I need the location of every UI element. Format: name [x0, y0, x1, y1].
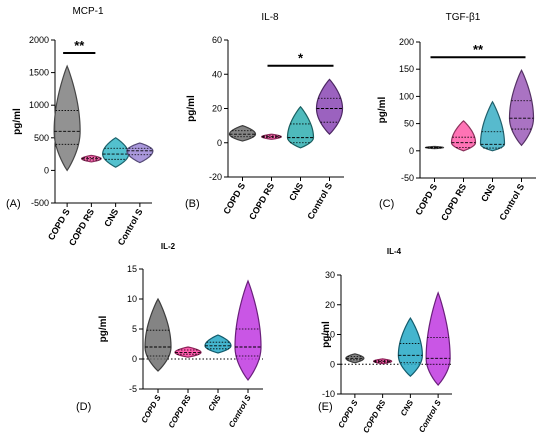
violin-copd-rs	[450, 120, 477, 152]
violin-control-s	[126, 142, 154, 164]
y-tick-label: 500	[34, 133, 49, 143]
chart-panel-5: IL-4 -10 0 10 20 30 pg/ml COPD S COPD RS CNS Contr…	[318, 247, 452, 435]
y-tick-label: 10	[127, 294, 137, 304]
chart-title: IL-2	[161, 242, 176, 251]
y-axis-label: pg/ml	[98, 315, 109, 342]
panel-label: (A)	[6, 198, 21, 210]
y-tick-label: 0	[44, 165, 49, 175]
category-label: COPD RS	[247, 181, 276, 222]
violin-cns	[286, 105, 315, 149]
violin-control-s	[508, 68, 535, 147]
category-label: COPD RS	[439, 182, 468, 223]
panel-label: (C)	[379, 198, 394, 210]
y-tick-label: 20	[325, 300, 335, 310]
y-tick-label: 0	[409, 146, 414, 156]
y-tick-label: -20	[209, 172, 222, 182]
category-label: Control S	[227, 393, 253, 429]
category-label: CNS	[206, 393, 223, 413]
y-tick-label: 5	[132, 324, 137, 334]
y-tick-label: 50	[404, 119, 414, 129]
chart-panel-3: TGF-β1 -50 0 50 100 150 200 pg/ml COPD S COPD RS C…	[377, 12, 536, 223]
violin-cns	[102, 137, 130, 168]
y-axis-label: pg/ml	[186, 95, 197, 122]
y-tick-label: 10	[325, 330, 335, 340]
category-label: Control S	[116, 207, 145, 247]
y-tick-label: 150	[399, 64, 414, 74]
y-tick-label: 2000	[29, 35, 49, 45]
panel-label: (B)	[185, 198, 200, 210]
violin-cns	[479, 100, 506, 152]
category-label: CNS	[102, 207, 120, 228]
violin-control-s	[315, 78, 344, 136]
y-tick-label: 0	[330, 359, 335, 369]
y-tick-label: 200	[399, 37, 414, 47]
y-tick-label: 0	[217, 138, 222, 148]
chart-title: IL-4	[387, 247, 402, 256]
chart-panel-2: IL-8 -20 0 20 40 60 pg/ml COPD S COPD RS CNS Contr…	[185, 12, 344, 222]
violin-cns	[397, 317, 423, 377]
chart-title: MCP-1	[72, 6, 104, 17]
y-axis-label: pg/ml	[12, 108, 23, 135]
violin-copd-s	[144, 297, 172, 372]
category-label: Control S	[305, 181, 334, 221]
y-tick-label: -50	[401, 173, 414, 183]
category-label: COPD S	[336, 398, 359, 430]
violin-control-s	[425, 291, 451, 387]
panel-label: (D)	[76, 401, 91, 413]
violin-copd-s	[228, 124, 257, 142]
significance-label: **	[473, 42, 484, 57]
category-label: COPD S	[46, 207, 72, 242]
category-label: COPD RS	[67, 207, 96, 248]
chart-panel-4: IL-2 -5 0 5 10 15 pg/ml COPD S COPD RS CNS Control…	[76, 242, 263, 430]
chart-title: TGF-β1	[446, 12, 481, 23]
y-tick-label: 40	[212, 69, 222, 79]
y-tick-label: -500	[31, 198, 49, 208]
category-label: CNS	[399, 398, 416, 418]
y-tick-label: 30	[325, 270, 335, 280]
category-label: COPD S	[140, 393, 163, 425]
y-tick-label: 15	[127, 264, 137, 274]
violin-control-s	[234, 279, 262, 382]
violin-cns	[204, 334, 232, 354]
y-tick-label: 0	[132, 354, 137, 364]
panel-label: (E)	[318, 401, 333, 413]
y-tick-label: 60	[212, 35, 222, 45]
violin-copd-s	[53, 64, 81, 172]
chart-panel-1: MCP-1 -500 0 500 1000 1500 2000 pg/ml COPD SCOPD…	[6, 6, 154, 248]
category-label: COPD RS	[167, 393, 193, 430]
category-label: Control S	[497, 182, 526, 222]
violin-copd-rs	[174, 346, 202, 358]
y-tick-label: -10	[322, 389, 335, 399]
y-tick-label: 1000	[29, 100, 49, 110]
category-label: COPD S	[413, 182, 439, 217]
y-tick-label: 1500	[29, 68, 49, 78]
y-axis-label: pg/ml	[377, 96, 388, 123]
category-label: CNS	[287, 181, 305, 202]
y-tick-label: -5	[129, 384, 137, 394]
category-label: COPD S	[221, 181, 247, 216]
category-label: Control S	[417, 398, 443, 434]
significance-label: **	[74, 38, 85, 53]
y-tick-label: 20	[212, 104, 222, 114]
category-label: COPD RS	[361, 398, 387, 435]
category-label: CNS	[479, 182, 497, 203]
y-tick-label: 100	[399, 91, 414, 101]
significance-label: *	[298, 51, 304, 66]
y-axis-label: pg/ml	[321, 321, 332, 348]
chart-title: IL-8	[261, 12, 279, 23]
